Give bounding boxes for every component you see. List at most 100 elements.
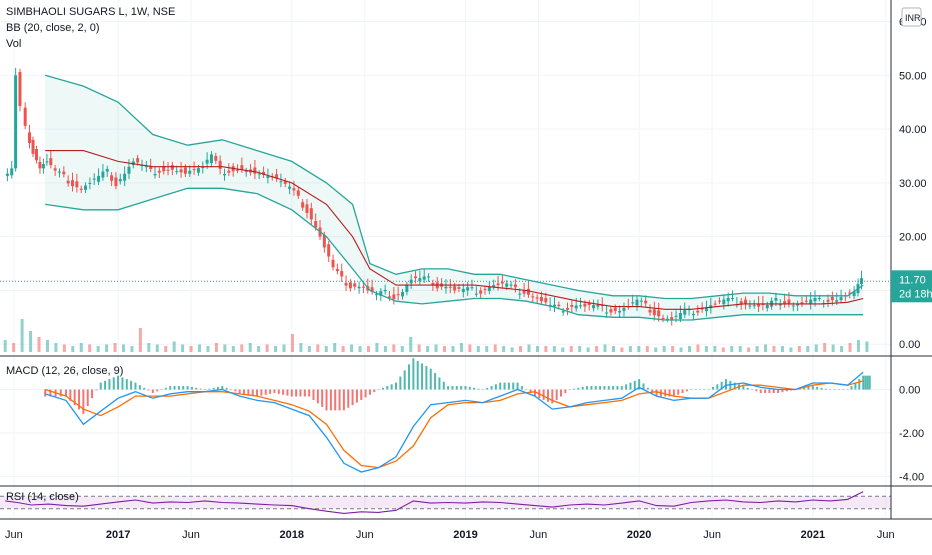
volume-bar — [527, 344, 531, 352]
macd-histogram-bar — [746, 387, 749, 390]
candle-body — [704, 308, 708, 312]
candle-body — [340, 271, 344, 277]
volume-bar — [451, 346, 455, 352]
candle-body — [262, 171, 266, 175]
rsi-pane[interactable] — [0, 491, 891, 514]
candle-body — [670, 317, 674, 321]
candle-body — [162, 166, 166, 172]
candle-body — [110, 175, 114, 181]
candle-body — [383, 289, 387, 292]
x-tick-label: 2021 — [801, 529, 825, 541]
volume-bar — [764, 344, 768, 352]
candle-body — [691, 313, 695, 316]
macd-histogram-bar — [177, 386, 180, 390]
candle-body — [275, 174, 279, 179]
macd-histogram-bar — [751, 389, 754, 391]
macd-histogram-bar — [243, 389, 246, 394]
macd-histogram-bar — [468, 386, 471, 390]
candle-body — [648, 309, 652, 313]
volume-bar — [611, 346, 615, 352]
candle-body — [144, 166, 148, 168]
candle-body — [183, 167, 187, 174]
candle-body — [487, 286, 491, 291]
macd-histogram-bar — [846, 389, 849, 391]
candle-body — [179, 169, 183, 173]
candle-body — [38, 161, 42, 169]
volume-bar — [45, 340, 49, 352]
candle-body — [778, 304, 782, 306]
volume-bar — [375, 343, 379, 352]
volume-bar — [679, 347, 683, 352]
macd-histogram-bar — [829, 389, 832, 391]
candle-body — [361, 286, 365, 288]
candle-body — [739, 301, 743, 305]
volume-bar — [316, 344, 320, 352]
candle-body — [396, 294, 400, 296]
volume-bar — [654, 347, 658, 352]
macd-histogram-bar — [321, 389, 324, 407]
candle-body — [483, 288, 487, 290]
macd-histogram-bar — [65, 389, 67, 397]
volume-bar — [206, 346, 210, 352]
volume-bar — [54, 343, 58, 352]
volume-bar — [704, 346, 708, 352]
candle-body — [305, 204, 309, 213]
candle-body — [279, 181, 283, 183]
bb-legend: BB (20, close, 2, 0) — [6, 22, 100, 34]
macd-histogram-bar — [351, 389, 354, 406]
macd-histogram-bar — [573, 388, 576, 390]
candle-body — [127, 166, 131, 174]
volume-bar — [71, 346, 75, 352]
macd-histogram-bar — [308, 389, 311, 397]
candle-body — [301, 202, 305, 208]
volume-bar — [307, 346, 311, 352]
macd-histogram-bar — [395, 382, 397, 390]
macd-histogram-bar — [473, 387, 476, 390]
volume-bar — [113, 343, 117, 352]
volume-bar — [426, 346, 430, 352]
macd-histogram-bar — [525, 389, 528, 391]
candle-body — [479, 290, 483, 294]
macd-histogram-bar — [512, 382, 515, 390]
candle-body — [105, 168, 109, 172]
macd-histogram-bar — [785, 389, 788, 392]
volume-bar — [3, 340, 7, 352]
macd-histogram-bar — [182, 386, 185, 390]
macd-histogram-bar — [199, 388, 202, 390]
volume-bar — [358, 346, 362, 352]
volume-bar — [409, 337, 413, 352]
candle-body — [5, 173, 9, 176]
macd-histogram-bar — [368, 389, 371, 395]
macd-histogram-bar — [355, 389, 358, 403]
macd-histogram-bar — [104, 380, 107, 390]
macd-histogram-bar — [590, 386, 593, 390]
candle-body — [674, 315, 678, 317]
macd-pane[interactable] — [44, 358, 871, 473]
macd-histogram-bar — [681, 389, 684, 394]
macd-histogram-bar — [651, 389, 654, 393]
macd-signal-line — [45, 380, 864, 469]
candle-body — [222, 174, 226, 176]
volume-bar — [341, 346, 345, 352]
candle-body — [34, 148, 38, 161]
volume-bar — [814, 344, 818, 352]
macd-histogram-bar — [164, 387, 167, 390]
candle-body — [744, 299, 748, 305]
macd-histogram-bar — [633, 380, 636, 390]
macd-histogram-bar — [499, 382, 502, 390]
bb-band-fill — [45, 75, 864, 320]
main-pane[interactable] — [0, 67, 891, 352]
volume-bar — [755, 346, 759, 352]
candle-body — [522, 290, 526, 294]
volume-bar — [20, 319, 24, 352]
macd-histogram-bar — [425, 366, 428, 390]
macd-histogram-bar — [542, 389, 545, 400]
candle-body — [97, 175, 101, 182]
macd-histogram-bar — [716, 384, 719, 390]
macd-tick-label: 0.00 — [899, 385, 920, 397]
candle-body — [848, 292, 852, 294]
macd-histogram-bar — [529, 389, 532, 394]
grid — [0, 0, 891, 518]
macd-histogram-bar — [112, 377, 115, 390]
